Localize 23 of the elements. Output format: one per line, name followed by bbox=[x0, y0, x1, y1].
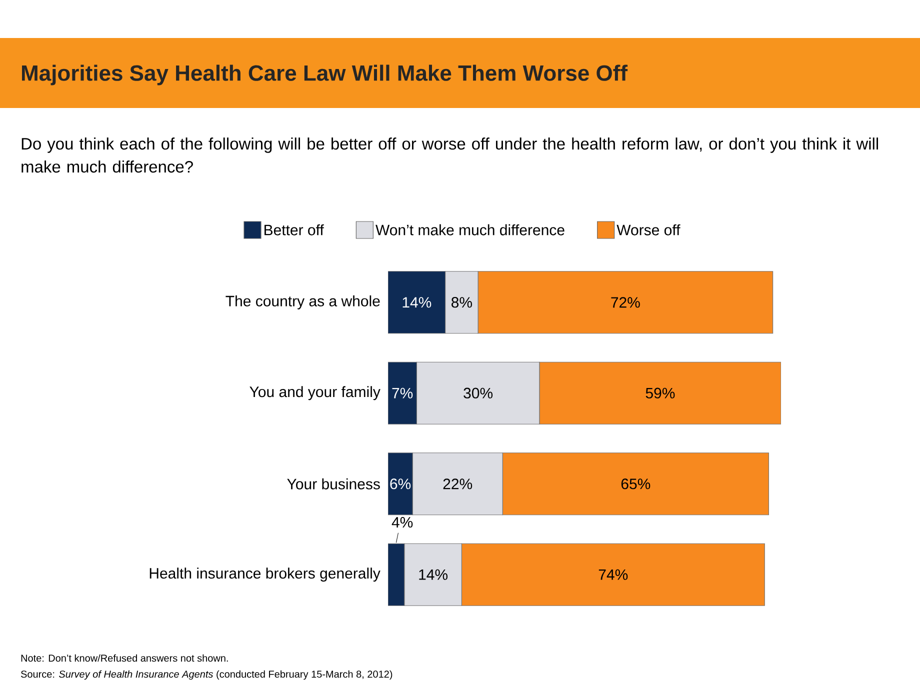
data-label: 65% bbox=[621, 478, 650, 490]
data-label: 7% bbox=[392, 388, 413, 398]
legend-label: Won’t make much difference bbox=[376, 224, 564, 236]
data-label: 8% bbox=[452, 297, 472, 308]
y-tick-label: Your business bbox=[287, 478, 380, 490]
y-tick-label: You and your family bbox=[250, 386, 380, 400]
text: Note: Don’t know/Refused answers not shown. bbox=[21, 654, 228, 662]
data-label: 22% bbox=[443, 478, 472, 490]
data-label: 14% bbox=[419, 569, 448, 580]
data-label: 59% bbox=[646, 388, 675, 398]
chart-subtitle: Do you think each of the following will be better off or worse off under the health reform law, or don’t you think it will make much difference? bbox=[22, 138, 878, 173]
data-label: 72% bbox=[611, 297, 640, 308]
legend-label: Better off bbox=[264, 224, 324, 236]
data-label: 30% bbox=[464, 388, 493, 398]
data-label: 4% bbox=[392, 517, 413, 528]
source-note: Source: Survey of Health Insurance Agents (conducted February 15-March 8, 2012) bbox=[20, 670, 392, 680]
chart-title: Majorities Say Health Care Law Will Make Them Worse Off bbox=[22, 64, 628, 86]
legend-label: Worse off bbox=[616, 224, 680, 236]
y-tick-label: The country as a whole bbox=[226, 295, 380, 310]
data-label: 74% bbox=[598, 569, 628, 580]
data-label: 14% bbox=[402, 297, 432, 308]
data-label: 6% bbox=[390, 478, 411, 490]
y-tick-label: Health insurance brokers generally bbox=[150, 568, 380, 582]
